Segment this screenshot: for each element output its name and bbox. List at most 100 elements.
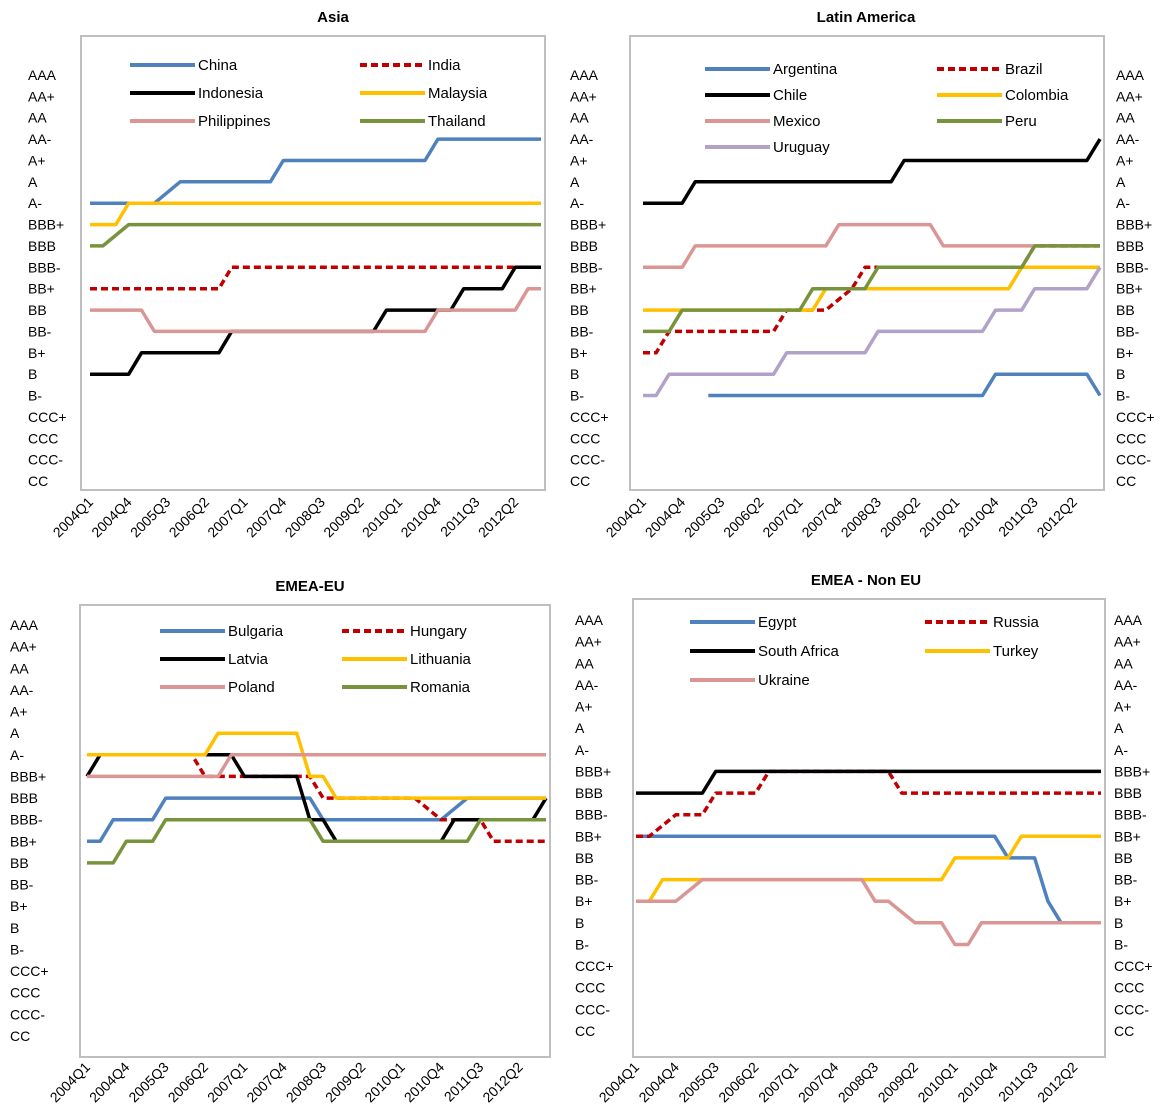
y-tick-label-left-bbb: BBB — [10, 790, 38, 806]
y-tick-label-left-cc: CC — [570, 473, 590, 489]
x-tick-label-2006q2: 2006Q2 — [720, 494, 767, 541]
y-tick-label-left-bbb: BBB — [575, 785, 603, 801]
y-tick-label-left-b: B+ — [10, 898, 28, 914]
series-line-ukraine — [636, 877, 1101, 947]
y-tick-label-left-aa: AA — [28, 110, 47, 126]
legend-label-poland: Poland — [228, 679, 275, 696]
y-tick-label-right-a: A- — [1116, 195, 1130, 211]
legend-label-romania: Romania — [410, 679, 471, 696]
legend-label-india: India — [428, 57, 461, 74]
y-tick-label-right-a: A- — [1114, 742, 1128, 758]
chart-title: Asia — [317, 9, 349, 26]
series-line-romania — [87, 817, 546, 865]
y-tick-label-right-aa: AA — [1114, 655, 1133, 671]
y-tick-label-right-aa: AA+ — [1114, 634, 1141, 650]
y-tick-label-left-aa: AA — [570, 110, 589, 126]
panel-emea-non-eu: EMEA - Non EUAAAAA+AAAA-A+AA-BBB+BBBBBB-… — [575, 572, 1153, 1104]
y-tick-label-right-b: B+ — [1114, 893, 1132, 909]
y-tick-label-left-bb: BB- — [28, 323, 52, 339]
y-tick-label-left-aaa: AAA — [570, 67, 599, 83]
series-line-indonesia — [90, 265, 541, 376]
legend-label-turkey: Turkey — [993, 643, 1039, 660]
x-tick-label-2011q3: 2011Q3 — [441, 1059, 487, 1104]
legend-label-hungary: Hungary — [410, 623, 467, 640]
y-tick-label-left-aa: AA- — [10, 682, 34, 698]
y-tick-label-left-bbb: BBB — [570, 238, 598, 254]
y-tick-label-left-ccc: CCC+ — [28, 409, 67, 425]
legend-label-russia: Russia — [993, 614, 1040, 631]
x-tick-label-2010q4: 2010Q4 — [401, 1059, 448, 1104]
y-tick-label-right-a: A+ — [1116, 152, 1134, 168]
y-tick-label-left-a: A — [10, 725, 20, 741]
x-tick-label-2005q3: 2005Q3 — [675, 1059, 722, 1104]
y-tick-label-left-bbb: BBB- — [28, 259, 61, 275]
y-tick-label-left-ccc: CCC- — [575, 1001, 610, 1017]
y-tick-label-left-a: A- — [575, 742, 589, 758]
y-tick-label-right-ccc: CCC — [1114, 980, 1144, 996]
y-tick-label-left-a: A+ — [10, 704, 28, 720]
x-tick-label-2006q2: 2006Q2 — [715, 1059, 762, 1104]
y-tick-label-left-bbb: BBB- — [575, 807, 608, 823]
y-tick-label-left-a: A- — [570, 195, 584, 211]
y-tick-label-right-a: A — [1114, 720, 1124, 736]
legend-label-thailand: Thailand — [428, 113, 486, 130]
y-tick-label-left-bbb: BBB+ — [575, 763, 611, 779]
y-tick-label-left-a: A- — [28, 195, 42, 211]
legend-label-egypt: Egypt — [758, 614, 797, 631]
x-tick-label-2009q2: 2009Q2 — [877, 494, 924, 541]
chart-title: EMEA-EU — [275, 578, 344, 595]
x-tick-label-2006q2: 2006Q2 — [166, 494, 213, 541]
series-line-argentina — [708, 372, 1102, 398]
legend-label-brazil: Brazil — [1005, 61, 1043, 78]
legend-label-uruguay: Uruguay — [773, 139, 830, 156]
y-tick-label-right-a: A+ — [1114, 699, 1132, 715]
y-tick-label-right-aa: AA — [1116, 110, 1135, 126]
y-tick-label-left-aa: AA+ — [28, 88, 55, 104]
y-tick-label-right-b: B — [1116, 366, 1125, 382]
y-tick-label-left-b: B- — [575, 936, 589, 952]
y-tick-label-right-ccc: CCC+ — [1114, 958, 1153, 974]
x-tick-label-2005q3: 2005Q3 — [127, 494, 174, 541]
y-tick-label-left-bb: BB- — [10, 877, 34, 893]
y-tick-label-left-aaa: AAA — [10, 617, 39, 633]
y-tick-label-left-ccc: CCC — [575, 980, 605, 996]
series-line-uruguay — [643, 266, 1102, 398]
y-tick-label-right-bb: BB- — [1116, 323, 1140, 339]
y-tick-label-left-b: B- — [570, 388, 584, 404]
y-tick-label-right-b: B- — [1116, 388, 1130, 404]
legend-label-peru: Peru — [1005, 113, 1037, 130]
series-line-mexico — [643, 222, 1100, 270]
y-tick-label-right-cc: CC — [1116, 473, 1136, 489]
panel-emea-eu: EMEA-EUAAAAA+AAAA-A+AA-BBB+BBBBBB-BB+BBB… — [10, 578, 551, 1104]
legend: Argentina Brazil Chile Colombia Mexico Peru Ur… — [705, 61, 1069, 156]
legend-label-bulgaria: Bulgaria — [228, 623, 284, 640]
legend: Bulgaria Hungary Latvia Lithuania Poland Roma… — [160, 623, 472, 696]
legend-label-lithuania: Lithuania — [410, 651, 472, 668]
x-tick-label-2007q1: 2007Q1 — [204, 1059, 251, 1104]
y-tick-label-right-aa: AA- — [1116, 131, 1140, 147]
y-tick-label-left-a: A — [28, 174, 38, 190]
y-tick-label-right-a: A — [1116, 174, 1126, 190]
x-tick-label-2012q2: 2012Q2 — [475, 494, 522, 541]
y-tick-label-left-cc: CC — [28, 473, 48, 489]
plot-frame — [79, 604, 551, 1058]
x-tick-label-2005q3: 2005Q3 — [681, 494, 728, 541]
x-tick-label-2008q3: 2008Q3 — [835, 1059, 882, 1104]
y-tick-label-left-b: B+ — [28, 345, 46, 361]
y-tick-label-left-bb: BB+ — [570, 281, 597, 297]
y-tick-label-left-cc: CC — [575, 1023, 595, 1039]
x-tick-label-2010q1: 2010Q1 — [914, 1059, 961, 1104]
chart-title: EMEA - Non EU — [811, 572, 921, 589]
x-tick-label-2004q1: 2004Q1 — [596, 1059, 643, 1104]
panel-latin-america: Latin AmericaAAAAA+AAAA-A+AA-BBB+BBBBBB-… — [570, 9, 1155, 540]
y-tick-label-left-aa: AA — [575, 655, 594, 671]
y-tick-label-left-ccc: CCC- — [10, 1006, 45, 1022]
x-tick-label-2007q1: 2007Q1 — [755, 1059, 802, 1104]
y-tick-label-left-ccc: CCC- — [28, 452, 63, 468]
y-tick-label-left-bbb: BBB- — [570, 259, 603, 275]
x-tick-label-2012q2: 2012Q2 — [479, 1059, 526, 1104]
y-tick-label-right-bbb: BBB — [1116, 238, 1144, 254]
y-tick-label-left-bb: BB+ — [28, 281, 55, 297]
y-tick-label-left-b: B- — [10, 941, 24, 957]
x-tick-label-2004q4: 2004Q4 — [88, 494, 135, 541]
